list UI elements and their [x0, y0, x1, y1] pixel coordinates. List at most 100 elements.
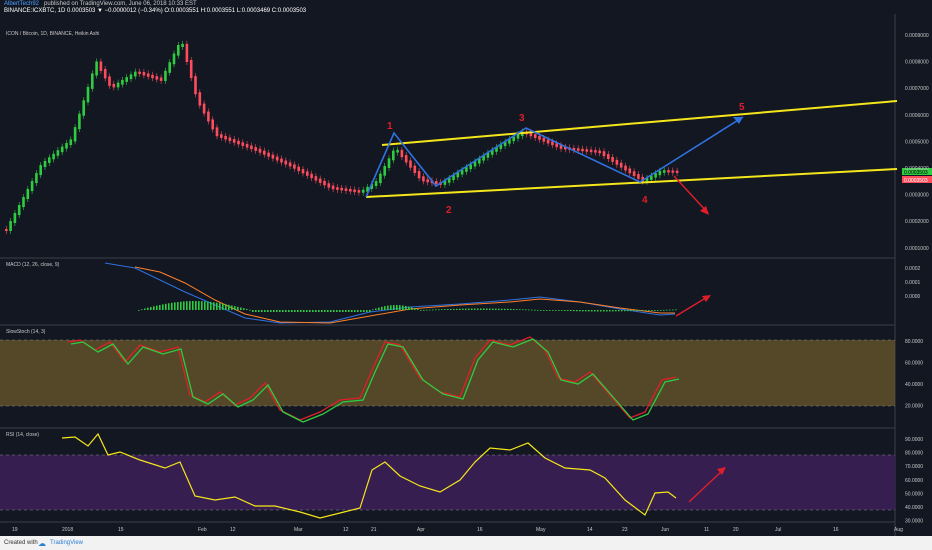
macd-histogram-bar [504, 308, 506, 310]
candle-body [151, 74, 154, 79]
macd-histogram-bar [315, 310, 317, 312]
macd-histogram-bar [357, 310, 359, 312]
candle-body [48, 157, 51, 163]
macd-histogram-bar [615, 310, 617, 312]
x-tick-label: Apr [417, 527, 425, 533]
macd-histogram-bar [654, 310, 656, 311]
macd-histogram-bar [327, 310, 329, 312]
macd-histogram-bar [141, 309, 143, 311]
macd-histogram-bar [381, 306, 383, 310]
candle-body [374, 181, 378, 186]
macd-histogram-bar [288, 310, 290, 312]
macd-histogram-bar [435, 309, 437, 311]
x-axis-ticks: 19 2018 15 Feb 12 Mar 12 21 Apr 16 May 14 23 Jun 11 20 J… [12, 527, 903, 533]
macd-histogram-bar [591, 310, 593, 312]
candle-body [181, 43, 184, 47]
macd-histogram-bar [414, 308, 416, 310]
macd-histogram-bar [339, 310, 341, 312]
macd-histogram-bar [543, 310, 545, 311]
candle-body [585, 149, 589, 152]
macd-histogram-bar [639, 310, 641, 311]
macd-histogram-bar [450, 308, 452, 310]
macd-histogram-bar [597, 310, 599, 312]
price-pane-title: ICON / Bitcoin, 1D, BINANCE, Heikin Ashi [6, 31, 100, 37]
candle-body [177, 45, 180, 56]
macd-histogram-bar [618, 310, 620, 312]
macd-histogram-bar [261, 310, 263, 312]
candle-body [357, 190, 361, 193]
candle-body [65, 143, 68, 149]
candle-body [456, 172, 460, 178]
macd-pane-title: MACD (12, 26, close, 9) [6, 262, 60, 268]
macd-histogram-bar [138, 310, 140, 311]
candle-body [594, 150, 597, 153]
macd-histogram-bar [147, 307, 149, 310]
macd-histogram-bar [150, 307, 152, 310]
macd-histogram-bar [663, 309, 665, 311]
macd-histogram-bar [348, 310, 350, 312]
candle-body [499, 144, 503, 149]
candle-body [383, 165, 386, 176]
macd-histogram-bar [588, 310, 590, 312]
macd-histogram-bar [480, 308, 482, 310]
candle-body [447, 177, 451, 183]
candle-body [112, 83, 116, 88]
candle-body [194, 76, 197, 95]
macd-histogram-bar [336, 310, 338, 312]
macd-histogram-bar [675, 309, 677, 311]
candle-body [443, 180, 447, 185]
candle-body [392, 150, 395, 161]
candle-body [95, 61, 98, 76]
candle-body [555, 143, 558, 148]
candle-body [164, 70, 167, 81]
author-link[interactable]: AlbertTech92 [4, 1, 40, 7]
wave-label-3: 3 [519, 113, 525, 124]
wave-label-5: 5 [739, 102, 745, 113]
macd-histogram-bar [210, 301, 212, 310]
x-tick-label: 2018 [62, 527, 73, 533]
red-arrow-rsi [688, 468, 725, 503]
candle-body [258, 148, 262, 153]
candle-body [323, 180, 326, 186]
candle-body [336, 187, 339, 190]
candle-body [35, 173, 38, 184]
macd-histogram-bar [600, 310, 602, 312]
y-tick-label: 90.0000 [905, 437, 923, 443]
candle-body [641, 176, 644, 182]
macd-histogram-bar [183, 301, 185, 310]
macd-histogram-bar [426, 309, 428, 311]
macd-histogram-bar [462, 308, 464, 310]
stoch-pane-title: SlowStoch (14, 3) [6, 329, 46, 335]
rsi-layer [61, 432, 677, 519]
candle-body [658, 170, 662, 176]
x-tick-label: 21 [371, 527, 377, 533]
macd-layer [104, 262, 677, 324]
candle-body [13, 213, 17, 224]
y-tick-label: 50.0000 [905, 491, 923, 497]
candle-body [654, 173, 657, 178]
macd-histogram-bar [192, 301, 194, 310]
y-tick-label: 80.0000 [905, 339, 923, 345]
candle-body [254, 147, 257, 151]
candle-body [60, 146, 64, 153]
macd-histogram-bar [345, 310, 347, 312]
macd-histogram-bar [228, 304, 230, 310]
candle-body [215, 127, 219, 137]
wave-path [365, 116, 744, 198]
candle-body [17, 205, 21, 216]
tradingview-brand[interactable]: TradingView [50, 540, 84, 546]
macd-histogram-bar [234, 306, 236, 310]
macd-histogram-bar [243, 308, 245, 310]
y-tick-label: 0.0002 [905, 266, 921, 272]
candle-body [662, 170, 666, 173]
macd-histogram-bar [537, 309, 539, 311]
candle-body [379, 173, 382, 184]
candle-body [121, 79, 124, 85]
macd-histogram-bar [522, 309, 524, 311]
macd-histogram-bar [375, 308, 377, 310]
candle-body [671, 170, 675, 173]
macd-histogram-bar [195, 301, 197, 310]
macd-histogram-bar [309, 310, 311, 312]
candles-layer [5, 40, 679, 234]
macd-histogram-bar [225, 304, 227, 310]
